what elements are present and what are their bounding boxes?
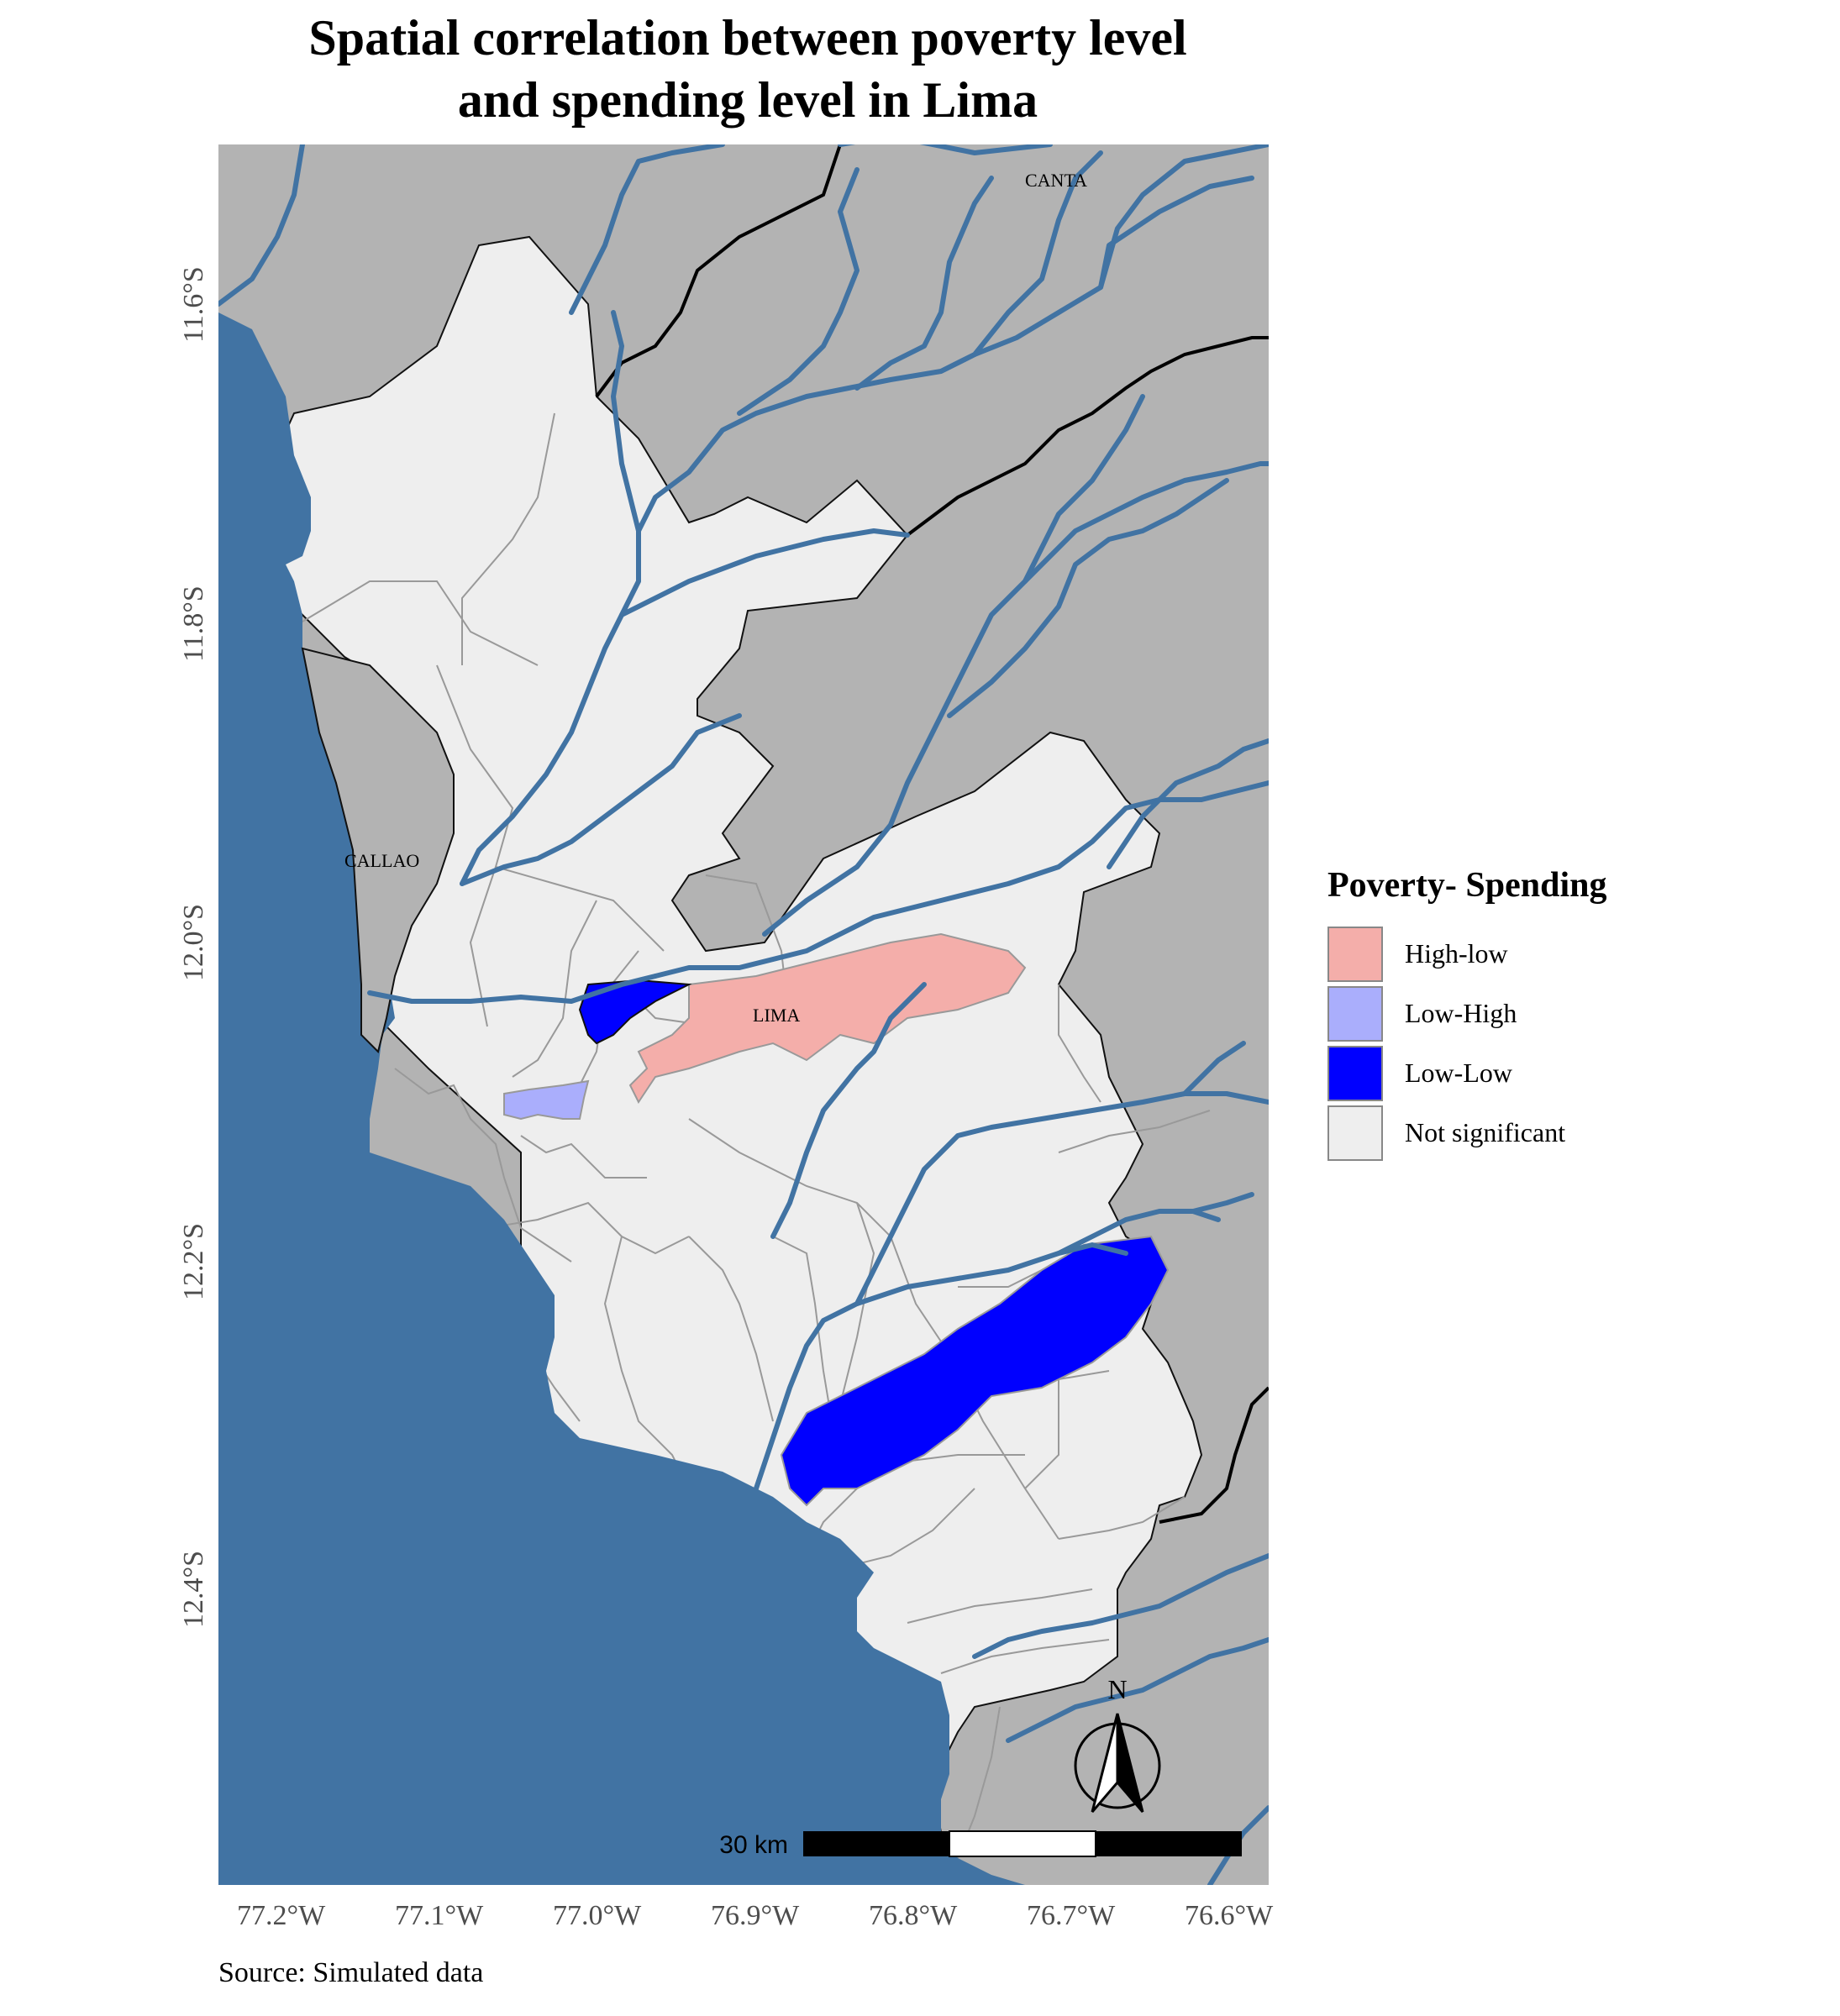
y-tick-11-8: 11.8°S xyxy=(178,585,209,662)
scale-bar-label: 30 km xyxy=(719,1831,788,1859)
map-title: Spatial correlation between poverty leve… xyxy=(0,7,1496,131)
y-tick-11-6: 11.6°S xyxy=(178,266,209,343)
cluster-low-high xyxy=(503,1079,590,1121)
legend-swatch-low-low xyxy=(1327,1045,1383,1101)
cluster-low-low-north xyxy=(578,979,692,1045)
cluster-high-low xyxy=(628,932,1027,1104)
regional-boundaries xyxy=(595,144,1269,1524)
legend-item-not-significant: Not significant xyxy=(1327,1103,1607,1163)
legend-label-not-significant: Not significant xyxy=(1405,1117,1566,1147)
legend-swatch-low-high xyxy=(1327,985,1383,1042)
north-arrow-label: N xyxy=(1107,1674,1127,1704)
scale-bar-segment-2 xyxy=(949,1830,1096,1857)
callao-region xyxy=(301,647,455,1053)
legend: Poverty- Spending High-low Low-High Low-… xyxy=(1327,865,1607,1163)
legend-item-high-low: High-low xyxy=(1327,924,1607,984)
north-arrow-right xyxy=(1116,1713,1144,1813)
y-tick-12-4: 12.4°S xyxy=(178,1550,209,1628)
legend-label-low-low: Low-Low xyxy=(1405,1058,1512,1088)
scale-bar-segment-3 xyxy=(1096,1831,1242,1856)
x-tick-77-2: 77.2°W xyxy=(237,1900,326,1931)
legend-swatch-high-low xyxy=(1327,926,1383,982)
pacific-ocean xyxy=(218,312,1025,1885)
x-tick-76-9: 76.9°W xyxy=(711,1900,800,1931)
cluster-low-low-south xyxy=(780,1235,1170,1507)
map-panel[interactable]: CANTA CALLAO LIMA N 30 km xyxy=(218,144,1269,1885)
title-line-1: Spatial correlation between poverty leve… xyxy=(308,10,1187,66)
y-tick-12-0: 12.0°S xyxy=(178,903,209,981)
x-tick-76-8: 76.8°W xyxy=(869,1900,958,1931)
place-label-lima: LIMA xyxy=(753,1005,800,1026)
legend-title: Poverty- Spending xyxy=(1327,866,1607,905)
legend-label-high-low: High-low xyxy=(1405,938,1508,969)
x-tick-76-6: 76.6°W xyxy=(1185,1900,1274,1931)
north-arrow: N xyxy=(1074,1674,1161,1813)
legend-label-low-high: Low-High xyxy=(1405,998,1517,1028)
legend-item-low-high: Low-High xyxy=(1327,984,1607,1043)
legend-swatch-not-significant xyxy=(1327,1105,1383,1161)
x-tick-77-1: 77.1°W xyxy=(395,1900,484,1931)
source-caption: Source: Simulated data xyxy=(218,1957,484,1988)
title-line-2: and spending level in Lima xyxy=(457,72,1038,128)
scale-bar: 30 km xyxy=(719,1830,1242,1859)
y-tick-12-2: 12.2°S xyxy=(178,1222,209,1300)
scale-bar-segment-1 xyxy=(803,1831,949,1856)
x-tick-76-7: 76.7°W xyxy=(1027,1900,1116,1931)
legend-item-low-low: Low-Low xyxy=(1327,1043,1607,1103)
x-tick-77-0: 77.0°W xyxy=(553,1900,642,1931)
place-label-callao: CALLAO xyxy=(344,850,419,871)
rivers xyxy=(218,144,1269,1885)
place-label-canta: CANTA xyxy=(1025,170,1087,191)
